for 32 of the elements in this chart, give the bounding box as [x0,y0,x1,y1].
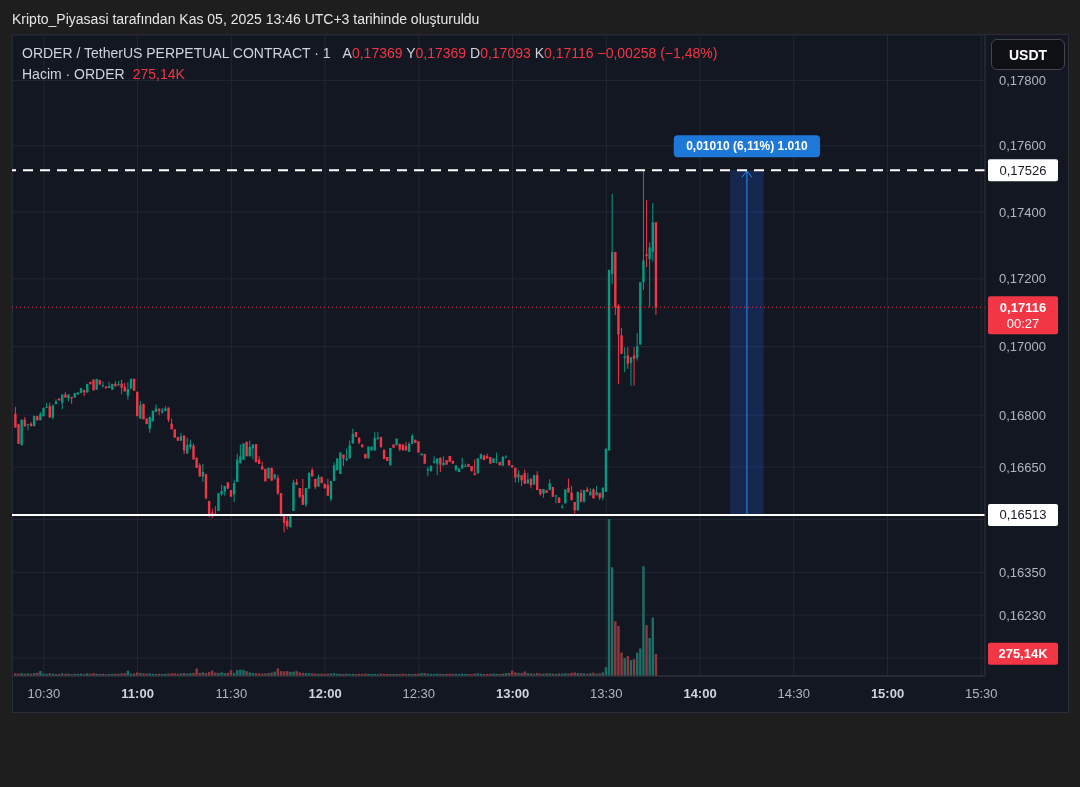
x-tick-label: 15:00 [870,685,905,701]
x-tick-label: 11:00 [121,685,154,701]
ref-line-label: 0,16513 [999,507,1047,523]
annotation: 0,01010 (6,11%) 1.010 [686,139,808,154]
text: 275,14K [998,646,1049,662]
y-tick-label: 0,17800 [999,72,1046,88]
text: ORDER / TetherUS PERPETUAL CONTRACT · 1 [22,45,331,62]
x-tick-label: 14:30 [777,685,811,701]
x-tick-label: 15:30 [964,685,998,701]
y-tick-label: 0,17400 [999,204,1046,220]
y-tick-label: 0,17600 [999,138,1046,154]
y-tick-label: 0,16650 [999,459,1046,475]
x-tick-label: 11:30 [215,685,248,701]
text: A0,17369 Y0,17369 D0,17093 K0,17116 −0,00258 (−1,48%) [342,45,718,61]
y-tick-label: 0,16230 [999,607,1046,623]
x-tick-label: 10:30 [27,685,61,701]
currency-button: USDT [991,39,1065,70]
annotation: 275,14K [132,66,185,83]
x-tick-label: 13:00 [495,685,530,701]
x-tick-label: 13:30 [590,685,623,701]
y-tick-label: 0,16350 [999,564,1046,580]
annotation: Hacim · ORDER [22,66,125,83]
ref-line-label: 0,17116 [999,299,1047,315]
text: 00:27 [1006,315,1040,331]
x-tick-label: 14:00 [683,685,717,701]
y-tick-label: 0,17200 [999,271,1046,287]
y-tick-label: 0,16800 [999,407,1046,423]
x-tick-label: 12:00 [308,685,342,701]
text: Kripto_Piyasasi tarafından Kas 05, 2025 13:46 UTC+3 tarihinde oluşturuldu [12,10,480,28]
x-tick-label: 12:30 [402,685,436,701]
y-tick-label: 0,17000 [999,339,1046,355]
ref-line-label: 0,17526 [999,162,1047,178]
